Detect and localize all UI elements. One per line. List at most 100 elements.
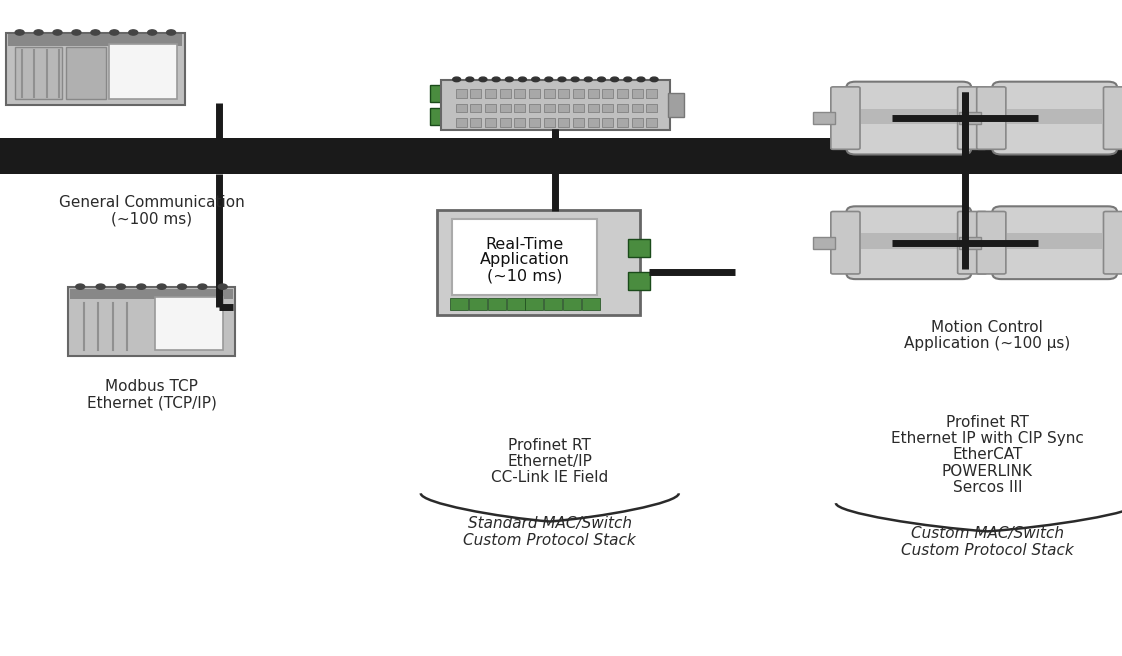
Circle shape	[157, 284, 166, 289]
FancyBboxPatch shape	[632, 104, 643, 112]
FancyBboxPatch shape	[450, 298, 469, 310]
FancyBboxPatch shape	[632, 118, 643, 127]
Circle shape	[453, 77, 461, 82]
FancyBboxPatch shape	[992, 206, 1116, 279]
FancyBboxPatch shape	[470, 89, 481, 98]
FancyBboxPatch shape	[573, 89, 585, 98]
Circle shape	[137, 284, 146, 289]
FancyBboxPatch shape	[1103, 87, 1122, 150]
FancyBboxPatch shape	[976, 87, 1005, 150]
Circle shape	[76, 284, 85, 289]
Circle shape	[493, 77, 500, 82]
Circle shape	[571, 77, 579, 82]
FancyBboxPatch shape	[528, 104, 540, 112]
FancyBboxPatch shape	[456, 89, 467, 98]
FancyBboxPatch shape	[573, 118, 585, 127]
Circle shape	[610, 77, 618, 82]
Text: EtherCAT: EtherCAT	[953, 447, 1022, 462]
FancyBboxPatch shape	[543, 118, 554, 127]
FancyBboxPatch shape	[983, 112, 1001, 124]
Circle shape	[148, 30, 157, 35]
Circle shape	[91, 30, 100, 35]
FancyBboxPatch shape	[992, 82, 1116, 155]
Circle shape	[505, 77, 513, 82]
FancyBboxPatch shape	[646, 89, 657, 98]
Circle shape	[637, 77, 645, 82]
Text: POWERLINK: POWERLINK	[941, 464, 1033, 479]
Text: Modbus TCP: Modbus TCP	[105, 379, 197, 394]
Circle shape	[598, 77, 606, 82]
FancyBboxPatch shape	[430, 85, 450, 102]
FancyBboxPatch shape	[632, 89, 643, 98]
FancyBboxPatch shape	[847, 206, 971, 279]
FancyBboxPatch shape	[563, 298, 581, 310]
FancyBboxPatch shape	[862, 109, 956, 125]
Text: Profinet RT: Profinet RT	[508, 438, 591, 453]
FancyBboxPatch shape	[543, 104, 554, 112]
FancyBboxPatch shape	[1008, 109, 1102, 125]
FancyBboxPatch shape	[958, 87, 987, 150]
Circle shape	[197, 284, 206, 289]
Text: Application: Application	[479, 252, 570, 266]
FancyBboxPatch shape	[617, 89, 628, 98]
FancyBboxPatch shape	[1008, 234, 1102, 249]
Circle shape	[177, 284, 186, 289]
Circle shape	[53, 30, 62, 35]
FancyBboxPatch shape	[862, 234, 956, 249]
FancyBboxPatch shape	[588, 118, 599, 127]
FancyBboxPatch shape	[16, 47, 62, 99]
Text: Profinet RT: Profinet RT	[946, 415, 1029, 430]
FancyBboxPatch shape	[588, 104, 599, 112]
FancyBboxPatch shape	[451, 219, 597, 295]
Circle shape	[532, 77, 540, 82]
FancyBboxPatch shape	[628, 272, 651, 290]
Text: Standard MAC/Switch: Standard MAC/Switch	[468, 516, 632, 531]
Text: General Communication: General Communication	[58, 195, 245, 210]
Text: Motion Control: Motion Control	[931, 319, 1043, 335]
FancyBboxPatch shape	[485, 89, 496, 98]
FancyBboxPatch shape	[830, 87, 859, 150]
Text: (~100 ms): (~100 ms)	[111, 211, 192, 226]
FancyBboxPatch shape	[603, 104, 614, 112]
FancyBboxPatch shape	[543, 89, 554, 98]
FancyBboxPatch shape	[976, 211, 1005, 274]
FancyBboxPatch shape	[456, 104, 467, 112]
FancyBboxPatch shape	[668, 93, 684, 117]
Circle shape	[110, 30, 119, 35]
Circle shape	[218, 284, 227, 289]
Text: CC-Link IE Field: CC-Link IE Field	[491, 470, 608, 485]
FancyBboxPatch shape	[499, 104, 511, 112]
FancyBboxPatch shape	[528, 89, 540, 98]
Circle shape	[117, 284, 126, 289]
Circle shape	[558, 77, 565, 82]
Circle shape	[466, 77, 473, 82]
FancyBboxPatch shape	[847, 82, 971, 155]
Circle shape	[585, 77, 592, 82]
FancyBboxPatch shape	[430, 108, 450, 125]
FancyBboxPatch shape	[514, 118, 525, 127]
FancyBboxPatch shape	[470, 118, 481, 127]
Circle shape	[545, 77, 553, 82]
FancyBboxPatch shape	[573, 104, 585, 112]
FancyBboxPatch shape	[603, 118, 614, 127]
FancyBboxPatch shape	[71, 289, 233, 299]
FancyBboxPatch shape	[603, 89, 614, 98]
Circle shape	[34, 30, 43, 35]
FancyBboxPatch shape	[514, 89, 525, 98]
FancyBboxPatch shape	[544, 298, 562, 310]
FancyBboxPatch shape	[646, 118, 657, 127]
Circle shape	[167, 30, 176, 35]
FancyBboxPatch shape	[507, 298, 525, 310]
Circle shape	[129, 30, 138, 35]
FancyBboxPatch shape	[7, 33, 184, 104]
FancyBboxPatch shape	[436, 210, 640, 316]
FancyBboxPatch shape	[0, 138, 1122, 174]
FancyBboxPatch shape	[514, 104, 525, 112]
FancyBboxPatch shape	[646, 104, 657, 112]
FancyBboxPatch shape	[488, 298, 506, 310]
FancyBboxPatch shape	[559, 118, 570, 127]
FancyBboxPatch shape	[617, 118, 628, 127]
FancyBboxPatch shape	[588, 89, 599, 98]
FancyBboxPatch shape	[499, 118, 511, 127]
FancyBboxPatch shape	[617, 104, 628, 112]
